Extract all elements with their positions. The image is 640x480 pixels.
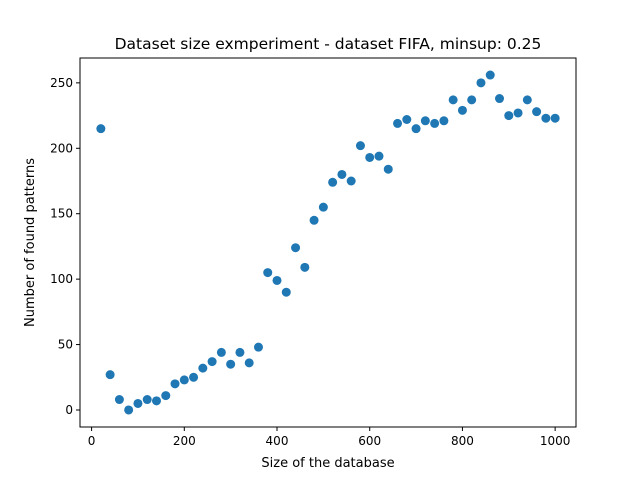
data-point bbox=[328, 177, 338, 187]
data-point bbox=[383, 164, 393, 174]
x-tick-label: 600 bbox=[358, 434, 381, 448]
chart-title: Dataset size exmperiment - dataset FIFA,… bbox=[115, 35, 542, 53]
data-point bbox=[476, 78, 486, 88]
y-tick-label: 100 bbox=[50, 272, 73, 286]
data-point bbox=[105, 370, 115, 380]
data-point bbox=[198, 363, 208, 373]
data-point bbox=[365, 152, 375, 162]
data-point bbox=[272, 275, 282, 285]
data-point bbox=[337, 169, 347, 179]
data-point bbox=[133, 398, 143, 408]
data-point bbox=[244, 358, 254, 368]
y-tick-label: 250 bbox=[50, 76, 73, 90]
data-point bbox=[216, 347, 226, 357]
x-tick-label: 800 bbox=[451, 434, 474, 448]
data-point bbox=[448, 95, 458, 105]
data-point bbox=[253, 342, 263, 352]
data-point bbox=[355, 141, 365, 151]
data-point bbox=[430, 118, 440, 128]
data-point bbox=[495, 94, 505, 104]
plot-frame bbox=[79, 57, 577, 428]
data-point bbox=[235, 347, 245, 357]
data-point bbox=[170, 379, 180, 389]
x-axis-ticks: 0 200 400 600 800 1000 bbox=[88, 427, 571, 448]
data-point bbox=[151, 396, 161, 406]
y-tick-label: 200 bbox=[50, 141, 73, 155]
y-axis-label: Number of found patterns bbox=[23, 158, 38, 327]
data-point bbox=[420, 116, 430, 126]
x-tick-label: 200 bbox=[173, 434, 196, 448]
data-point bbox=[457, 105, 467, 115]
data-point bbox=[263, 268, 273, 278]
data-point bbox=[541, 113, 551, 123]
x-tick-label: 0 bbox=[88, 434, 96, 448]
data-point bbox=[281, 287, 291, 297]
data-point bbox=[402, 115, 412, 124]
data-point bbox=[300, 262, 310, 272]
data-point bbox=[226, 359, 236, 369]
data-point bbox=[161, 391, 171, 401]
y-axis-ticks: 0 50 100 150 200 250 bbox=[50, 76, 80, 417]
data-point bbox=[207, 357, 217, 367]
data-point bbox=[114, 395, 124, 405]
data-point bbox=[346, 176, 356, 186]
x-tick-label: 400 bbox=[266, 434, 289, 448]
data-point bbox=[96, 124, 106, 134]
data-point bbox=[504, 111, 514, 121]
y-tick-label: 150 bbox=[50, 207, 73, 221]
data-point bbox=[291, 243, 301, 253]
data-point bbox=[467, 95, 477, 105]
data-point bbox=[309, 215, 319, 225]
data-point bbox=[124, 405, 134, 415]
data-point bbox=[374, 151, 384, 161]
data-point bbox=[142, 395, 152, 405]
data-point bbox=[189, 372, 199, 382]
data-point bbox=[179, 375, 189, 385]
data-point bbox=[550, 113, 560, 123]
y-tick-label: 50 bbox=[58, 338, 73, 352]
x-axis-label: Size of the database bbox=[261, 456, 394, 471]
data-point bbox=[522, 95, 532, 105]
data-point bbox=[532, 107, 542, 117]
data-point bbox=[411, 124, 421, 134]
x-tick-label: 1000 bbox=[540, 434, 571, 448]
data-points bbox=[96, 70, 560, 415]
y-tick-label: 0 bbox=[65, 403, 73, 417]
data-point bbox=[439, 116, 449, 126]
data-point bbox=[393, 118, 403, 128]
data-point bbox=[513, 108, 523, 118]
data-point bbox=[318, 202, 328, 212]
data-point bbox=[485, 70, 495, 80]
